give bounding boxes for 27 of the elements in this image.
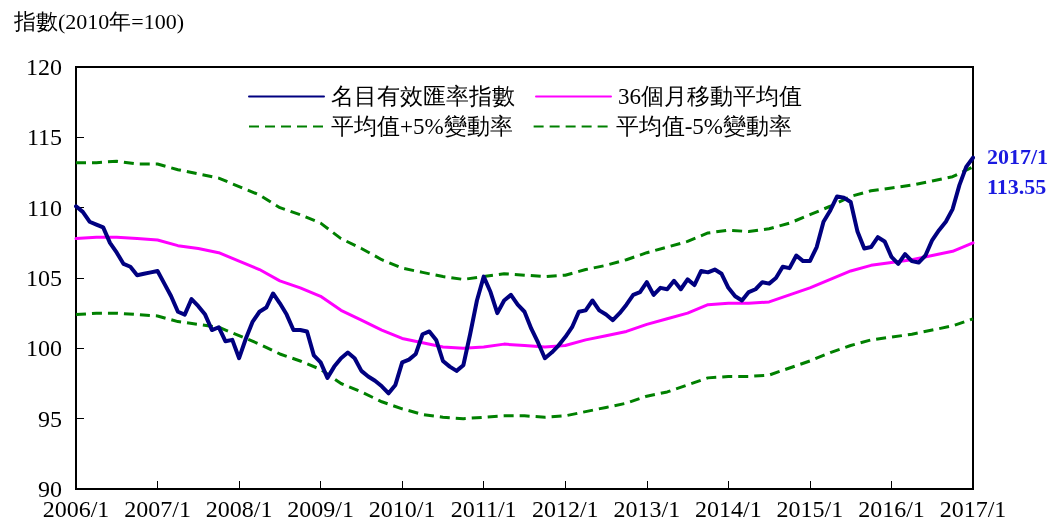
line-series <box>74 311 975 421</box>
x-tick-label: 2016/1 <box>858 496 925 522</box>
x-tick-label: 2009/1 <box>287 496 354 522</box>
y-tick-label: 120 <box>26 54 62 80</box>
legend-label: 平均值-5%變動率 <box>615 114 792 139</box>
x-tick-label: 2015/1 <box>776 496 844 522</box>
legend-label: 名目有效匯率指數 <box>331 84 515 109</box>
y-tick-label: 95 <box>38 405 62 432</box>
y-axis-title: 指數(2010年=100) <box>13 8 185 34</box>
x-tick-label: 2012/1 <box>531 496 599 522</box>
y-tick-label: 115 <box>26 124 62 151</box>
line-series <box>74 155 975 396</box>
x-tick-label: 2007/1 <box>124 496 191 522</box>
line-series <box>74 159 975 281</box>
annotation: 2017/1 113.55 <box>987 144 1049 200</box>
legend-label: 36個月移動平均值 <box>618 84 802 109</box>
y-tick-label: 100 <box>26 335 62 362</box>
x-tick-label: 2011/1 <box>450 496 517 522</box>
line-series <box>74 235 975 350</box>
y-tick-label: 105 <box>26 265 62 291</box>
x-tick-label: 2014/1 <box>695 496 762 522</box>
y-tick-label: 110 <box>26 194 62 221</box>
x-tick-label: 2017/1 <box>939 496 1007 522</box>
x-tick-label: 2010/1 <box>368 496 436 522</box>
x-tick-label: 2013/1 <box>613 496 681 522</box>
legend-label: 平均值+5%變動率 <box>331 114 513 139</box>
x-tick-label: 2008/1 <box>205 496 273 522</box>
